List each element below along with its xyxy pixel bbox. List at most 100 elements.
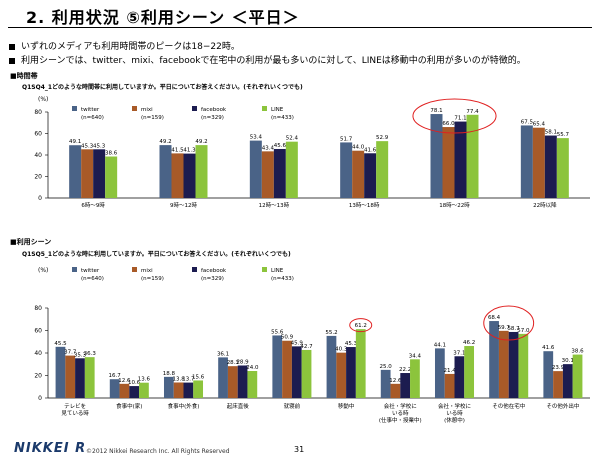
bar-facebook [364, 153, 377, 198]
data-label: 78.1 [430, 108, 442, 114]
question-text: Q1SQ5_1どのような時に利用していますか。平日についてお答えください。(それ… [22, 250, 291, 258]
page-number: 31 [294, 445, 305, 454]
bullet-text: 利用シーンでは、twitter、mixi、facebookで在宅中の利用が最も多… [21, 56, 526, 66]
bar-facebook [454, 121, 467, 198]
data-label: 36.1 [217, 351, 229, 357]
data-label: 10.6 [128, 380, 141, 386]
highlight-ellipse [412, 98, 497, 134]
bar-facebook [508, 331, 519, 398]
data-label: 41.5 [171, 147, 184, 153]
y-tick-label: 80 [34, 109, 42, 116]
bar-facebook [291, 346, 302, 398]
bar-line [355, 329, 366, 398]
data-label: 22.2 [399, 367, 411, 373]
title-divider [8, 27, 592, 28]
x-tick-label: 18時〜22時 [439, 201, 470, 209]
bar-mixi [553, 371, 563, 398]
data-label: 58.1 [545, 130, 557, 136]
bar-twitter [218, 357, 228, 398]
data-label: 23.9 [552, 365, 565, 371]
bar-line [466, 114, 479, 198]
summary-bullet: 利用シーンでは、twitter、mixi、facebookで在宅中の利用が最も多… [9, 54, 526, 68]
summary-bullets: いずれのメディアも利用時間帯のピークは18−22時。 利用シーンでは、twitt… [9, 40, 526, 68]
bar-facebook [400, 373, 411, 398]
x-tick-label: 12時〜13時 [259, 201, 290, 209]
y-tick-label: 60 [34, 131, 42, 138]
bar-mixi [81, 149, 94, 198]
y-tick-label: 20 [34, 373, 42, 380]
bar-mixi [442, 127, 455, 198]
x-tick-label: 13時〜18時 [349, 201, 380, 209]
bullet-square-icon [9, 44, 15, 50]
x-tick-label: 会社・学校に [438, 402, 471, 410]
bar-facebook [562, 364, 573, 398]
data-label: 12.6 [389, 378, 402, 384]
bar-twitter [520, 125, 533, 198]
x-tick-label: 見ている時 [61, 409, 89, 417]
bar-mixi [390, 383, 401, 398]
x-tick-label: いる時 [446, 409, 463, 417]
bar-mixi [171, 153, 184, 198]
bar-twitter [109, 379, 120, 398]
x-tick-label: テレビを [64, 402, 86, 410]
bar-mixi [444, 373, 455, 398]
x-tick-label: 移動中 [338, 402, 355, 410]
bar-facebook [129, 386, 140, 398]
legend-sample-size: (n=433) [271, 115, 294, 121]
legend-label: LINE [271, 107, 284, 113]
data-label: 18.8 [163, 371, 176, 377]
data-label: 44.0 [352, 145, 365, 151]
data-label: 13.6 [138, 377, 151, 383]
legend-sample-size: (n=329) [201, 276, 224, 282]
data-label: 45.3 [81, 143, 94, 149]
bar-twitter [55, 346, 66, 398]
legend-swatch [262, 267, 267, 272]
data-label: 68.4 [488, 315, 501, 321]
data-label: 28.9 [236, 359, 249, 365]
highlight-ellipse [483, 305, 535, 341]
x-tick-label: (仕事中・授業中) [379, 416, 422, 424]
y-tick-label: 0 [38, 195, 42, 202]
data-label: 45.3 [93, 143, 106, 149]
bar-facebook [75, 358, 85, 398]
bar-mixi [119, 383, 130, 398]
bar-twitter [163, 376, 174, 398]
legend-sample-size: (n=433) [271, 276, 294, 282]
bar-line [193, 380, 204, 398]
bar-twitter [380, 369, 391, 398]
data-label: 42.7 [300, 344, 313, 350]
legend-label: facebook [201, 268, 227, 274]
data-label: 52.9 [376, 135, 389, 141]
data-label: 35.3 [74, 352, 87, 358]
y-tick-label: 40 [34, 152, 42, 159]
legend-swatch [132, 267, 137, 272]
bar-line [84, 357, 95, 398]
data-label: 53.4 [250, 135, 263, 141]
legend-sample-size: (n=159) [141, 276, 164, 282]
data-label: 12.6 [118, 378, 131, 384]
data-label: 16.7 [109, 373, 122, 379]
data-label: 45.5 [54, 341, 67, 347]
bar-line [247, 371, 258, 398]
bar-line [410, 359, 420, 398]
data-label: 66.0 [442, 121, 455, 127]
legend-sample-size: (n=159) [141, 115, 164, 121]
bar-line [285, 141, 298, 198]
x-tick-label: いる時 [392, 409, 409, 417]
data-label: 28.3 [227, 360, 240, 366]
data-label: 43.4 [262, 145, 275, 151]
legend-swatch [132, 106, 137, 111]
section-label: ■利用シーン [10, 237, 51, 246]
x-tick-label: その他在宅中 [492, 402, 525, 410]
x-tick-label: その他外出中 [546, 402, 579, 410]
bullet-square-icon [9, 58, 15, 64]
data-label: 24.0 [246, 365, 259, 371]
bar-twitter [272, 335, 283, 398]
bar-twitter [543, 351, 554, 398]
data-label: 45.3 [345, 341, 358, 347]
data-label: 13.8 [172, 376, 185, 382]
x-tick-label: 食事中(外食) [168, 402, 200, 410]
data-label: 57.0 [517, 328, 530, 334]
page-title: 2. 利用状況 ⑤利用シーン ＜平日＞ [26, 8, 300, 27]
x-tick-label: 6時〜9時 [81, 201, 105, 209]
